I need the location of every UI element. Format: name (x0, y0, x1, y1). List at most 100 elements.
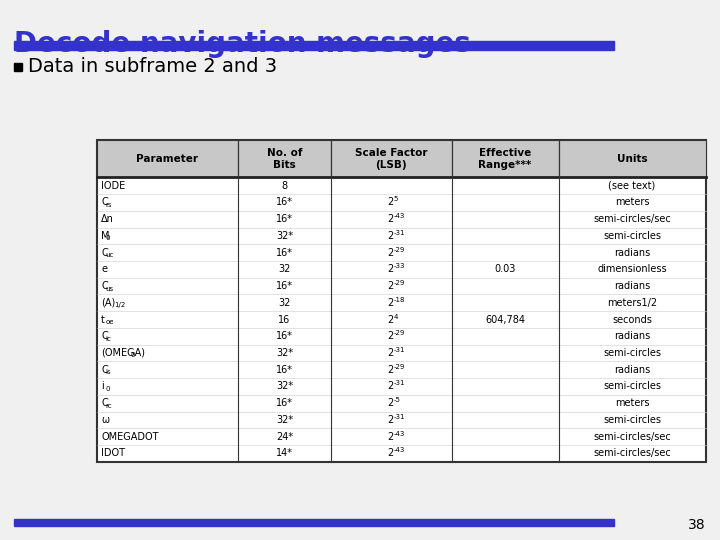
Text: 2: 2 (387, 314, 394, 325)
Text: dimensionless: dimensionless (598, 265, 667, 274)
Text: 32: 32 (278, 265, 291, 274)
Text: uc: uc (105, 252, 114, 258)
Text: 2: 2 (387, 248, 394, 258)
Text: (A): (A) (102, 298, 115, 308)
Text: -18: -18 (393, 297, 405, 303)
Text: Decode navigation messages: Decode navigation messages (14, 30, 471, 58)
Text: -33: -33 (393, 264, 405, 269)
Text: semi-circles: semi-circles (603, 415, 661, 425)
Bar (238, 140, 331, 177)
Text: 2: 2 (387, 231, 394, 241)
Text: 0.03: 0.03 (495, 265, 516, 274)
Text: t: t (102, 314, 105, 325)
Text: -43: -43 (393, 213, 405, 219)
Text: 604,784: 604,784 (485, 314, 525, 325)
Text: Effective
Range***: Effective Range*** (478, 148, 531, 170)
Text: C: C (102, 248, 108, 258)
Text: seconds: seconds (612, 314, 652, 325)
Text: IODE: IODE (102, 181, 125, 191)
Text: 16*: 16* (276, 364, 293, 375)
Text: Δn: Δn (102, 214, 114, 224)
Text: 32*: 32* (276, 381, 293, 391)
Text: 2: 2 (387, 398, 394, 408)
Text: 32: 32 (278, 298, 291, 308)
Text: 32*: 32* (276, 348, 293, 358)
Text: C: C (102, 398, 108, 408)
Bar (14, 519, 614, 526)
Text: -31: -31 (393, 347, 405, 353)
Text: No. of
Bits: No. of Bits (266, 148, 302, 170)
Text: radians: radians (614, 281, 650, 291)
Text: semi-circles/sec: semi-circles/sec (593, 214, 671, 224)
Text: e: e (102, 265, 107, 274)
Text: 1/2: 1/2 (114, 302, 125, 308)
Text: Data in subframe 2 and 3: Data in subframe 2 and 3 (28, 57, 277, 77)
Text: 14*: 14* (276, 448, 293, 458)
Text: 2: 2 (387, 331, 394, 341)
Text: 2: 2 (387, 214, 394, 224)
Text: 2: 2 (387, 198, 394, 207)
Text: 0: 0 (105, 386, 110, 392)
Text: C: C (102, 331, 108, 341)
Text: 2: 2 (387, 431, 394, 442)
Text: Scale Factor
(LSB): Scale Factor (LSB) (355, 148, 428, 170)
Text: ω: ω (102, 415, 109, 425)
Text: -29: -29 (393, 280, 405, 286)
Text: Units: Units (617, 154, 647, 164)
Text: 0: 0 (105, 235, 110, 241)
Text: 4: 4 (393, 314, 397, 320)
Text: semi-circles/sec: semi-circles/sec (593, 431, 671, 442)
Text: 2: 2 (387, 281, 394, 291)
Text: -5: -5 (393, 397, 400, 403)
Text: OMEGADOT: OMEGADOT (102, 431, 158, 442)
Text: C: C (102, 198, 108, 207)
Text: is: is (105, 369, 111, 375)
Text: semi-circles: semi-circles (603, 381, 661, 391)
Text: radians: radians (614, 248, 650, 258)
Text: 8: 8 (282, 181, 287, 191)
Text: 32*: 32* (276, 231, 293, 241)
Text: 5: 5 (393, 197, 397, 202)
Text: 38: 38 (688, 518, 706, 532)
Text: radians: radians (614, 364, 650, 375)
Text: 2: 2 (387, 265, 394, 274)
Bar (14, 41, 614, 50)
Bar (559, 140, 706, 177)
Text: 16*: 16* (276, 331, 293, 341)
Text: 16*: 16* (276, 398, 293, 408)
Text: 2: 2 (387, 448, 394, 458)
Text: 16*: 16* (276, 281, 293, 291)
Text: (see text): (see text) (608, 181, 656, 191)
Text: C: C (102, 281, 108, 291)
Text: -31: -31 (393, 230, 405, 236)
Text: us: us (105, 286, 114, 292)
Text: 2: 2 (387, 364, 394, 375)
Bar (451, 140, 559, 177)
Text: 16*: 16* (276, 248, 293, 258)
Text: 2: 2 (387, 298, 394, 308)
Text: -31: -31 (393, 381, 405, 387)
Text: i: i (102, 381, 104, 391)
Text: -29: -29 (393, 330, 405, 336)
Bar (331, 140, 451, 177)
Text: -31: -31 (393, 414, 405, 420)
Text: meters: meters (615, 198, 649, 207)
Text: rs: rs (105, 202, 112, 208)
Text: (OMEGA): (OMEGA) (102, 348, 145, 358)
Text: 2: 2 (387, 415, 394, 425)
Text: Parameter: Parameter (136, 154, 199, 164)
Text: 2: 2 (387, 348, 394, 358)
Text: 16*: 16* (276, 198, 293, 207)
Text: meters1/2: meters1/2 (607, 298, 657, 308)
Text: 16: 16 (278, 314, 291, 325)
Text: semi-circles/sec: semi-circles/sec (593, 448, 671, 458)
Text: 24*: 24* (276, 431, 293, 442)
Text: rc: rc (105, 403, 112, 409)
Text: -43: -43 (393, 430, 405, 437)
Bar (14, 63, 22, 71)
Text: semi-circles: semi-circles (603, 348, 661, 358)
Text: 0: 0 (130, 353, 135, 359)
Text: meters: meters (615, 398, 649, 408)
Text: 2: 2 (387, 381, 394, 391)
Text: 32*: 32* (276, 415, 293, 425)
